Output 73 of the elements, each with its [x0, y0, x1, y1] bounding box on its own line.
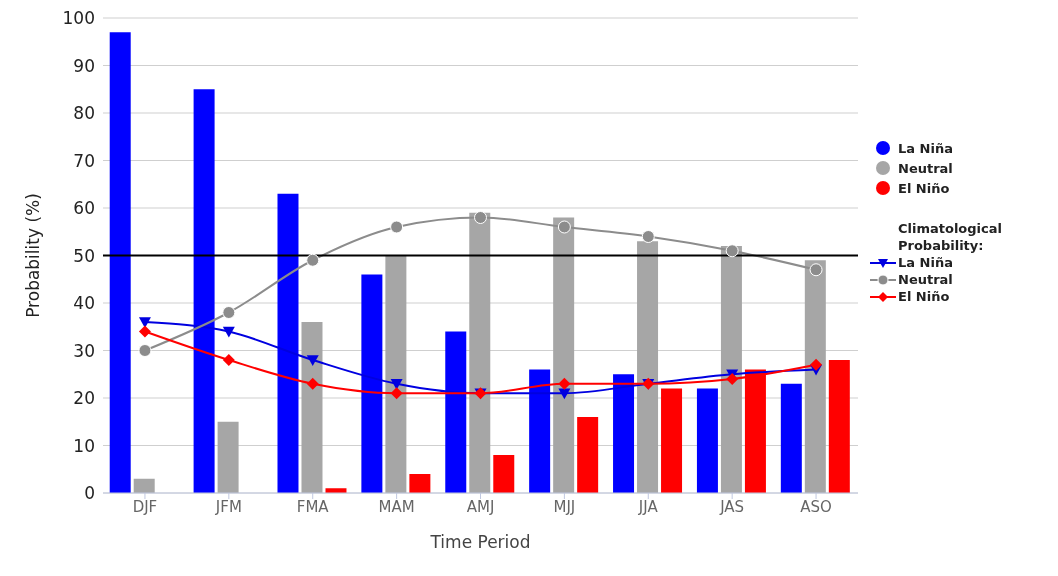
point — [474, 211, 487, 224]
point — [222, 326, 235, 338]
y-tick-label: 40 — [73, 293, 95, 314]
bar — [613, 374, 635, 493]
y-tick-label: 80 — [73, 103, 95, 124]
x-tick-label: MAM — [378, 497, 415, 516]
point — [222, 306, 236, 319]
bar — [828, 360, 850, 493]
x-tick-label: JFM — [214, 497, 242, 516]
x-tick-label: FMA — [296, 497, 330, 516]
y-tick-label: 50 — [73, 245, 95, 266]
point — [725, 244, 739, 258]
point — [726, 373, 739, 385]
x-tick-label: DJF — [132, 497, 158, 516]
y-tick-label: 100 — [62, 8, 95, 29]
point — [306, 355, 319, 366]
point — [390, 387, 403, 400]
legend-label: El Niño — [898, 289, 950, 304]
y-tick-label: 30 — [73, 340, 95, 361]
point — [810, 358, 823, 371]
bar — [577, 417, 599, 493]
x-tick-label: JAS — [719, 497, 745, 516]
x-tick-label: ASO — [800, 497, 832, 516]
legend-title: Climatological Probability: — [898, 220, 1003, 254]
bar — [301, 322, 323, 493]
legend-label: Neutral — [898, 160, 953, 176]
x-tick-label: AMJ — [466, 497, 495, 516]
bar — [780, 383, 802, 493]
legend-label: La Niña — [898, 255, 953, 270]
legend-label: El Niño — [898, 180, 950, 196]
y-tick-label: 10 — [73, 435, 95, 456]
point — [138, 317, 151, 328]
point — [641, 230, 655, 243]
y-tick-label: 20 — [73, 388, 95, 409]
y-tick-label: 90 — [73, 55, 95, 76]
x-tick-label: MJJ — [553, 497, 576, 516]
bar — [804, 260, 826, 493]
bar — [361, 274, 383, 493]
point — [138, 325, 151, 338]
point — [390, 220, 404, 234]
bar — [720, 246, 742, 493]
bar — [385, 255, 407, 493]
y-tick-label: 60 — [73, 198, 95, 219]
point — [390, 378, 403, 390]
point — [557, 220, 571, 234]
bar — [277, 193, 299, 493]
bar — [445, 331, 467, 493]
point — [809, 263, 823, 277]
bar — [409, 474, 431, 493]
bar — [637, 241, 659, 493]
point — [138, 344, 152, 357]
point — [306, 253, 320, 267]
bar — [469, 212, 491, 493]
point — [558, 377, 571, 390]
legend-label: Neutral — [898, 272, 953, 287]
point — [222, 354, 235, 366]
bar — [133, 478, 155, 493]
bar — [661, 388, 683, 493]
y-tick-label: 0 — [84, 483, 95, 504]
legend-label: La Niña — [898, 140, 953, 156]
bar — [217, 421, 239, 493]
point — [558, 388, 571, 400]
bar — [193, 89, 215, 493]
x-axis-title: Time Period — [429, 532, 531, 552]
bar — [493, 455, 515, 493]
bar — [696, 388, 718, 493]
x-tick-label: JJA — [637, 497, 659, 516]
y-tick-label: 70 — [73, 150, 95, 171]
y-axis-title: Probability (%) — [23, 193, 44, 318]
bar — [529, 369, 551, 493]
bar — [109, 32, 131, 493]
point — [306, 377, 319, 390]
bar — [553, 217, 575, 493]
